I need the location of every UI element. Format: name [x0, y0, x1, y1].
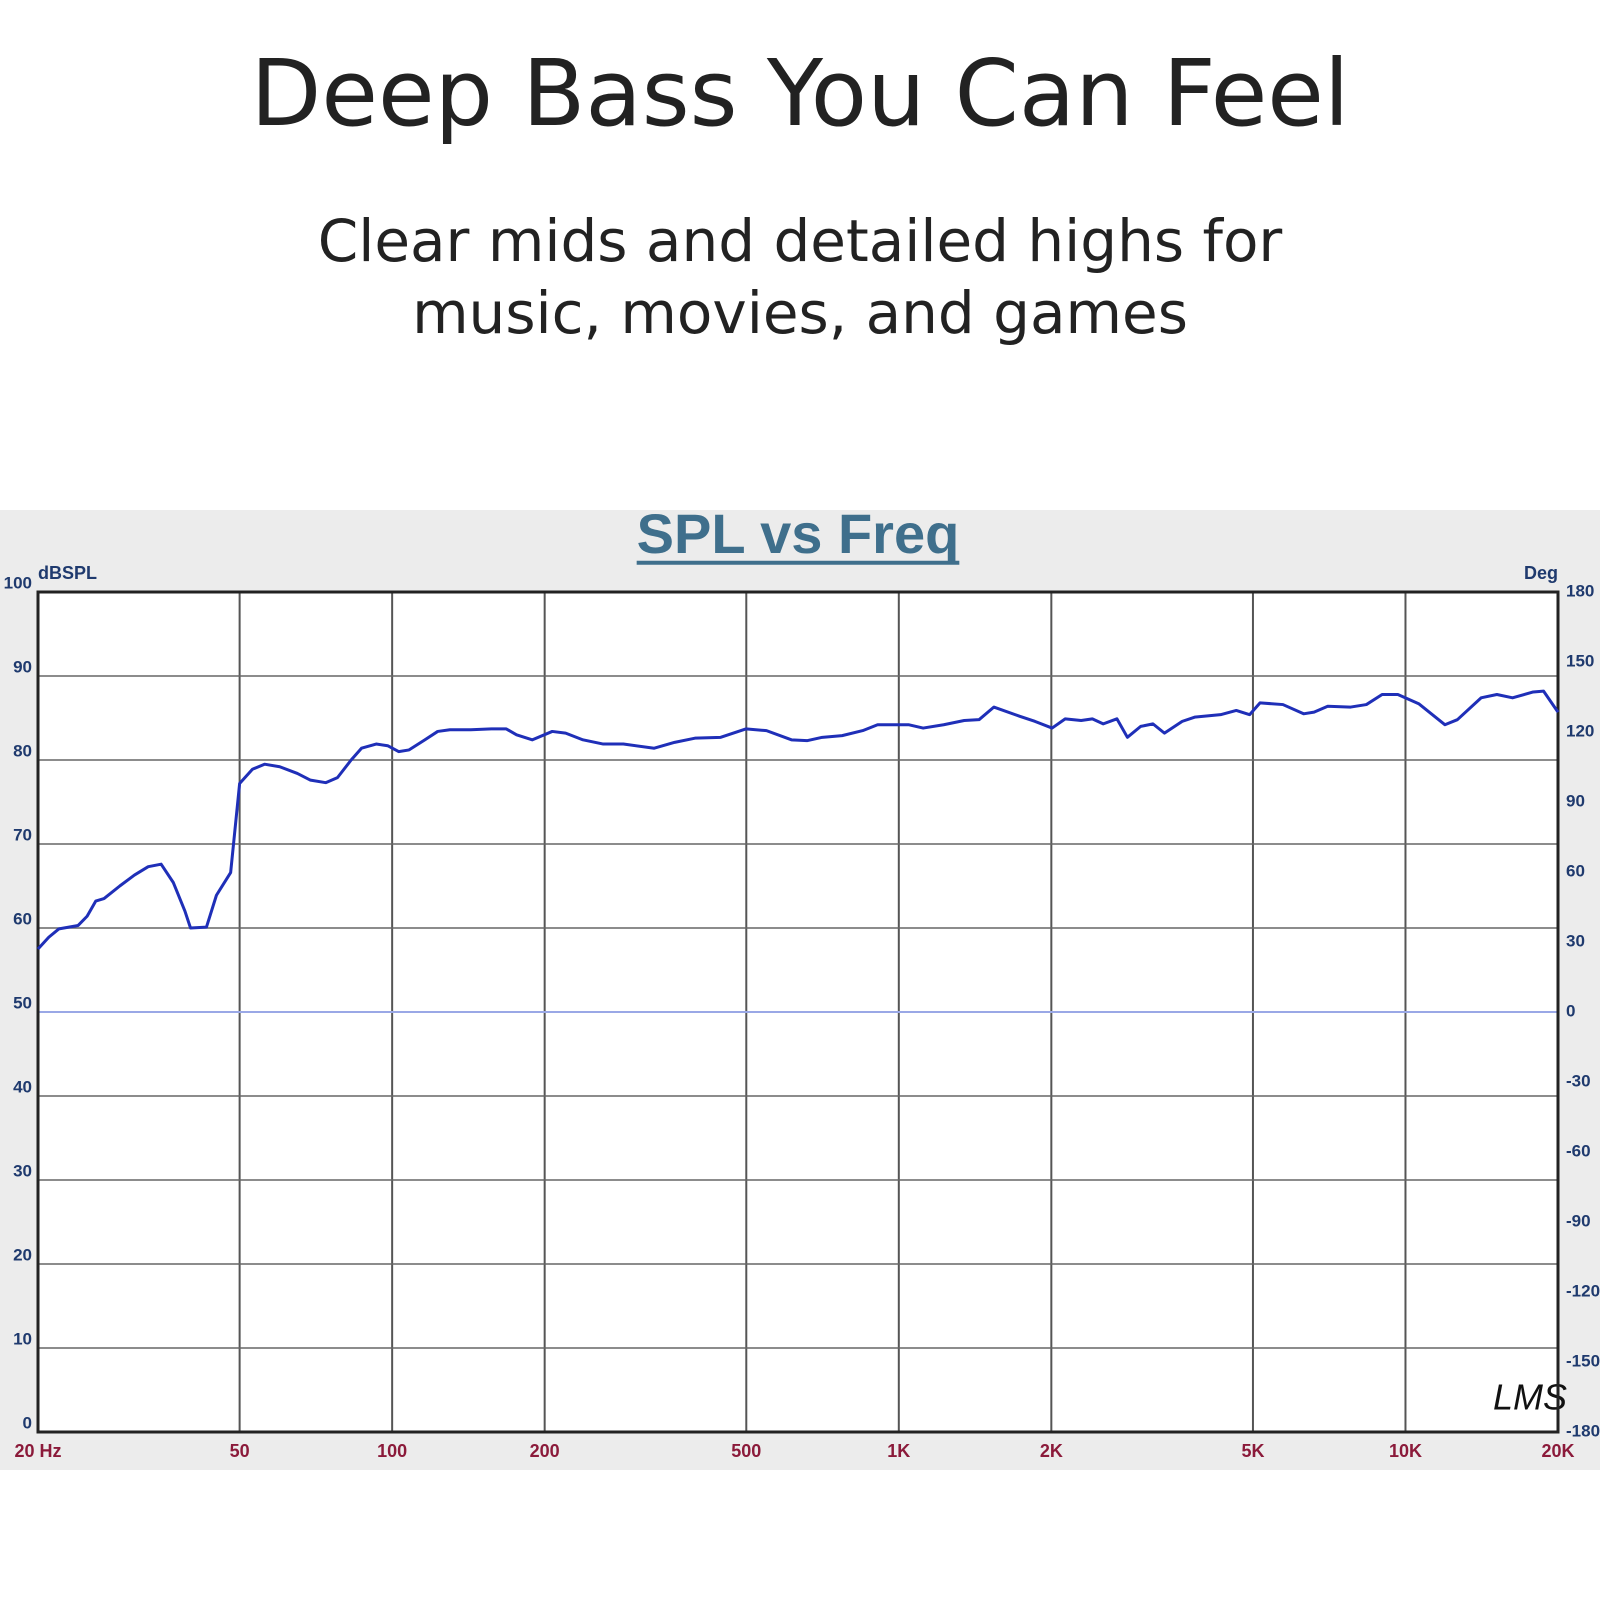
y-tick-label: 10	[13, 1329, 32, 1348]
y2-tick-label: 180	[1566, 581, 1594, 600]
spl-line	[36, 689, 1560, 951]
y-tick-label: 90	[13, 657, 32, 676]
subtitle-line: music, movies, and games	[412, 279, 1188, 347]
y2-tick-label: -60	[1566, 1141, 1591, 1160]
x-tick-label: 1K	[887, 1441, 910, 1461]
chart-title: SPL vs Freq	[637, 502, 960, 565]
y2-tick-label: 60	[1566, 861, 1585, 880]
y2-tick-label: 90	[1566, 791, 1585, 810]
x-tick-label: 10K	[1389, 1441, 1422, 1461]
y2-tick-label: -90	[1566, 1211, 1591, 1230]
y2-tick-label: 150	[1566, 651, 1594, 670]
page-subtitle: Clear mids and detailed highs for music,…	[0, 205, 1600, 349]
y2-tick-label: -180	[1566, 1421, 1600, 1440]
y-tick-label: 80	[13, 741, 32, 760]
y2-tick-label: 30	[1566, 931, 1585, 950]
y2-tick-label: 0	[1566, 1001, 1575, 1020]
y2-tick-label: -120	[1566, 1281, 1600, 1300]
y2-tick-label: -150	[1566, 1351, 1600, 1370]
x-tick-label: 20 Hz	[14, 1441, 61, 1461]
y-tick-label: 30	[13, 1161, 32, 1180]
page-title: Deep Bass You Can Feel	[250, 40, 1350, 147]
x-tick-label: 5K	[1241, 1441, 1264, 1461]
y-tick-label: 0	[23, 1413, 32, 1432]
subtitle-line: Clear mids and detailed highs for	[317, 207, 1283, 275]
y2-tick-label: -30	[1566, 1071, 1591, 1090]
x-tick-label: 200	[530, 1441, 560, 1461]
y-tick-label: 70	[13, 825, 32, 844]
x-tick-label: 2K	[1040, 1441, 1063, 1461]
plot-frame	[36, 590, 1560, 1434]
y2-tick-label: 120	[1566, 721, 1594, 740]
y-tick-label: 100	[4, 573, 32, 592]
y-tick-label: 40	[13, 1077, 32, 1096]
x-tick-label: 100	[377, 1441, 407, 1461]
logo: LMS	[1493, 1377, 1567, 1418]
y2-axis-label: Deg	[1524, 563, 1558, 583]
x-tick-label: 50	[230, 1441, 250, 1461]
y-tick-label: 60	[13, 909, 32, 928]
y-tick-label: 20	[13, 1245, 32, 1264]
y-axis-label: dBSPL	[38, 563, 97, 583]
y-tick-label: 50	[13, 993, 32, 1012]
x-tick-label: 20K	[1541, 1441, 1574, 1461]
x-tick-label: 500	[731, 1441, 761, 1461]
